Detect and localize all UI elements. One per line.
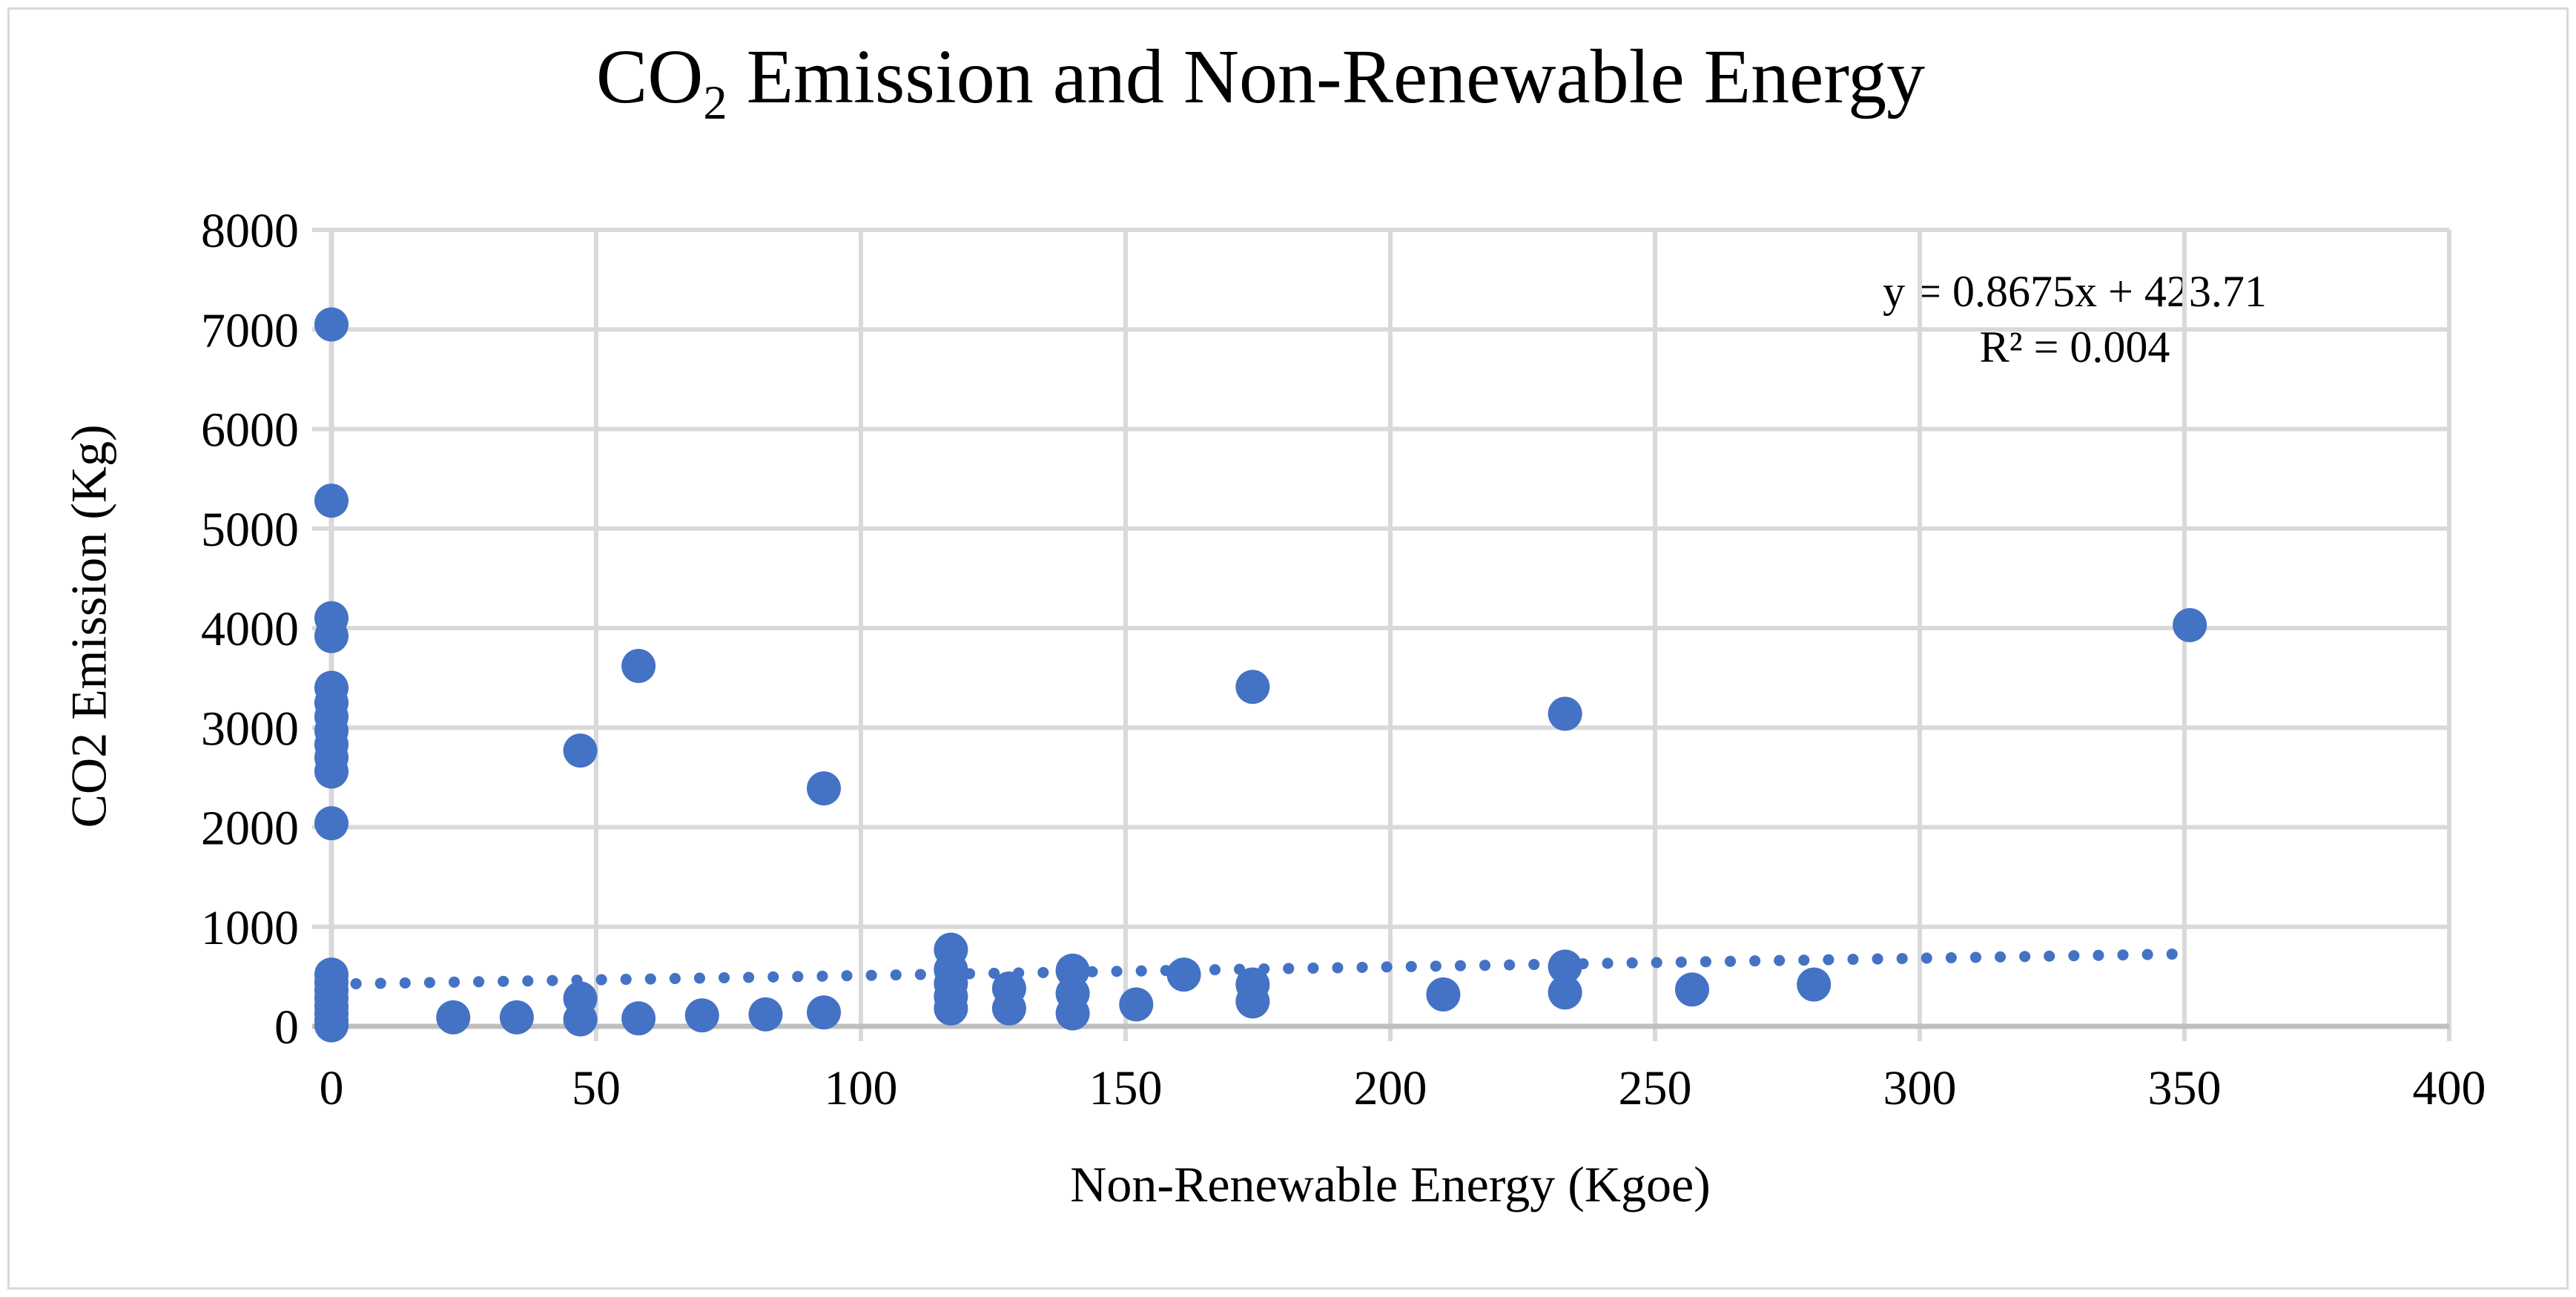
data-point (621, 1001, 656, 1036)
data-point (314, 1008, 349, 1043)
data-point (1548, 949, 1582, 984)
data-point (2173, 607, 2207, 642)
chart-title-prefix: CO (595, 34, 704, 119)
data-point (1797, 967, 1832, 1002)
data-point (934, 991, 968, 1026)
data-point (1166, 957, 1201, 992)
x-tick-label: 250 (1619, 1061, 1692, 1115)
y-tick-label: 2000 (201, 802, 299, 856)
data-point (1235, 984, 1270, 1019)
data-point (563, 733, 598, 768)
data-point (1674, 972, 1709, 1007)
x-tick-label: 400 (2413, 1061, 2486, 1115)
data-point (563, 1002, 598, 1037)
data-point (314, 484, 349, 518)
data-point (1426, 977, 1461, 1012)
data-point (314, 806, 349, 841)
trendline (326, 948, 2196, 990)
data-point (807, 771, 842, 806)
x-tick-label: 200 (1354, 1061, 1427, 1115)
data-point (621, 649, 656, 684)
data-point (684, 998, 719, 1033)
data-point (1548, 975, 1582, 1010)
y-tick-label: 5000 (201, 503, 299, 557)
data-point (436, 1000, 471, 1034)
trendline-equation-line1: y = 0.8675x + 423.71 (1883, 267, 2267, 316)
x-tick-label: 350 (2148, 1061, 2222, 1115)
y-tick-label: 1000 (201, 901, 299, 955)
y-tick-label: 3000 (201, 702, 299, 756)
x-tick-label: 50 (572, 1061, 621, 1115)
chart-title-subscript: 2 (703, 76, 727, 129)
data-point (314, 307, 349, 342)
data-point (991, 991, 1026, 1026)
y-tick-label: 4000 (201, 602, 299, 656)
data-point (1548, 696, 1582, 731)
y-tick-label: 7000 (201, 303, 299, 357)
x-tick-label: 150 (1089, 1061, 1163, 1115)
data-point (1119, 987, 1154, 1022)
data-point (314, 754, 349, 789)
data-point (314, 618, 349, 653)
x-axis-title: Non-Renewable Energy (Kgoe) (1070, 1156, 1711, 1212)
data-point (499, 1000, 534, 1034)
x-tick-label: 100 (825, 1061, 898, 1115)
data-point (1055, 996, 1090, 1031)
chart-outer-border (7, 7, 2569, 1290)
chart-title: CO2 Emission and Non-Renewable Energy (0, 33, 2521, 127)
y-tick-label: 6000 (201, 403, 299, 458)
y-tick-label: 8000 (201, 204, 299, 258)
chart-title-rest: Emission and Non-Renewable Energy (727, 34, 1926, 119)
data-point (748, 997, 783, 1032)
y-tick-label: 0 (274, 1000, 299, 1055)
x-tick-label: 300 (1883, 1061, 1957, 1115)
data-point (807, 995, 842, 1030)
x-tick-label: 0 (320, 1061, 344, 1115)
data-point (1235, 670, 1270, 704)
